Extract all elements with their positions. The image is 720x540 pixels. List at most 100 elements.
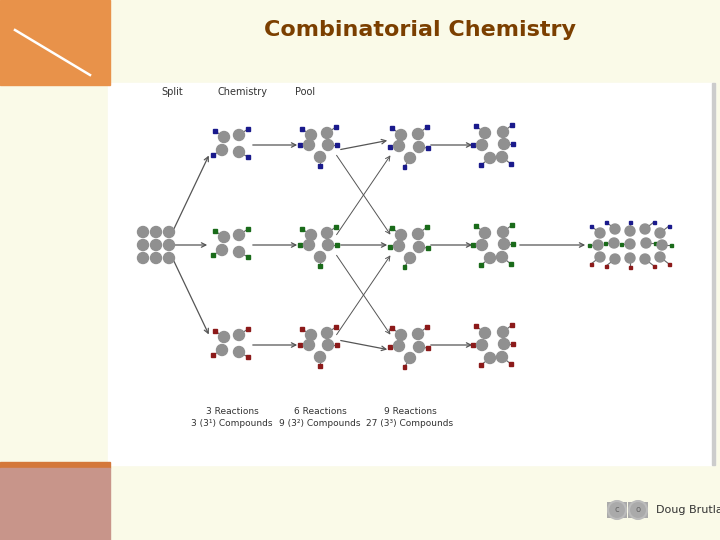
Circle shape: [498, 126, 508, 138]
Bar: [403, 265, 406, 269]
Bar: [213, 129, 217, 133]
Bar: [246, 327, 250, 330]
Bar: [388, 145, 392, 149]
Circle shape: [305, 130, 317, 140]
Circle shape: [395, 230, 407, 240]
Circle shape: [394, 240, 405, 252]
Bar: [334, 325, 338, 329]
Bar: [590, 225, 593, 227]
Bar: [474, 224, 478, 228]
Bar: [426, 146, 430, 150]
Circle shape: [480, 127, 490, 138]
Bar: [298, 343, 302, 347]
Circle shape: [323, 139, 333, 151]
Bar: [510, 123, 514, 127]
Circle shape: [217, 345, 228, 355]
Bar: [509, 262, 513, 266]
Bar: [426, 246, 430, 249]
Bar: [246, 127, 250, 131]
Bar: [509, 362, 513, 366]
Bar: [628, 502, 648, 518]
Circle shape: [485, 353, 495, 363]
Circle shape: [413, 241, 425, 253]
Circle shape: [497, 252, 508, 262]
Circle shape: [323, 240, 333, 251]
Bar: [211, 253, 215, 256]
Text: c: c: [615, 505, 619, 515]
Text: 3 Reactions: 3 Reactions: [206, 408, 258, 416]
Text: 3 (3¹) Compounds: 3 (3¹) Compounds: [192, 418, 273, 428]
Circle shape: [413, 129, 423, 139]
Circle shape: [498, 327, 508, 338]
Circle shape: [480, 327, 490, 339]
Bar: [388, 345, 392, 349]
Circle shape: [413, 141, 425, 152]
Circle shape: [138, 253, 148, 264]
Bar: [300, 227, 304, 231]
Bar: [511, 242, 515, 246]
Circle shape: [304, 240, 315, 251]
Bar: [474, 124, 478, 128]
Circle shape: [625, 253, 635, 263]
Bar: [510, 223, 514, 227]
Bar: [298, 243, 302, 247]
Bar: [246, 227, 250, 231]
Circle shape: [498, 226, 508, 238]
Circle shape: [477, 240, 487, 251]
Circle shape: [609, 238, 619, 248]
Bar: [211, 153, 215, 157]
Circle shape: [163, 240, 174, 251]
Bar: [472, 243, 474, 247]
Bar: [390, 326, 394, 330]
Bar: [390, 226, 394, 230]
Bar: [426, 325, 428, 329]
Circle shape: [304, 340, 315, 350]
Bar: [472, 343, 474, 347]
Bar: [108, 83, 715, 465]
Text: 9 (3²) Compounds: 9 (3²) Compounds: [279, 418, 361, 428]
Circle shape: [498, 239, 510, 249]
Text: o: o: [636, 505, 641, 515]
Circle shape: [413, 328, 423, 340]
Bar: [652, 265, 655, 267]
Bar: [334, 225, 338, 229]
Circle shape: [218, 132, 230, 143]
Circle shape: [163, 226, 174, 238]
Circle shape: [163, 253, 174, 264]
Bar: [619, 242, 623, 246]
Bar: [667, 225, 670, 227]
Circle shape: [138, 240, 148, 251]
Text: Doug Brutlag 2011: Doug Brutlag 2011: [656, 505, 720, 515]
Bar: [511, 142, 515, 146]
Circle shape: [610, 224, 620, 234]
Circle shape: [233, 230, 245, 240]
Bar: [605, 220, 608, 224]
Circle shape: [498, 138, 510, 150]
Bar: [403, 165, 406, 168]
Bar: [403, 365, 406, 369]
Bar: [0, 462, 110, 468]
Circle shape: [315, 152, 325, 163]
Circle shape: [477, 340, 487, 350]
Bar: [629, 220, 631, 224]
Text: Split: Split: [161, 87, 183, 97]
Circle shape: [640, 224, 650, 234]
Bar: [390, 126, 394, 130]
Bar: [300, 127, 304, 131]
Circle shape: [655, 252, 665, 262]
Bar: [426, 125, 428, 129]
Circle shape: [305, 329, 317, 341]
Bar: [607, 502, 627, 518]
Circle shape: [477, 139, 487, 151]
Text: Pool: Pool: [295, 87, 315, 97]
Circle shape: [305, 230, 317, 240]
Bar: [0, 0, 110, 85]
Circle shape: [405, 152, 415, 164]
Bar: [603, 241, 606, 245]
Circle shape: [394, 140, 405, 152]
Bar: [336, 143, 338, 147]
Bar: [388, 245, 392, 249]
Bar: [590, 262, 593, 266]
Circle shape: [610, 254, 620, 264]
Bar: [629, 266, 631, 268]
